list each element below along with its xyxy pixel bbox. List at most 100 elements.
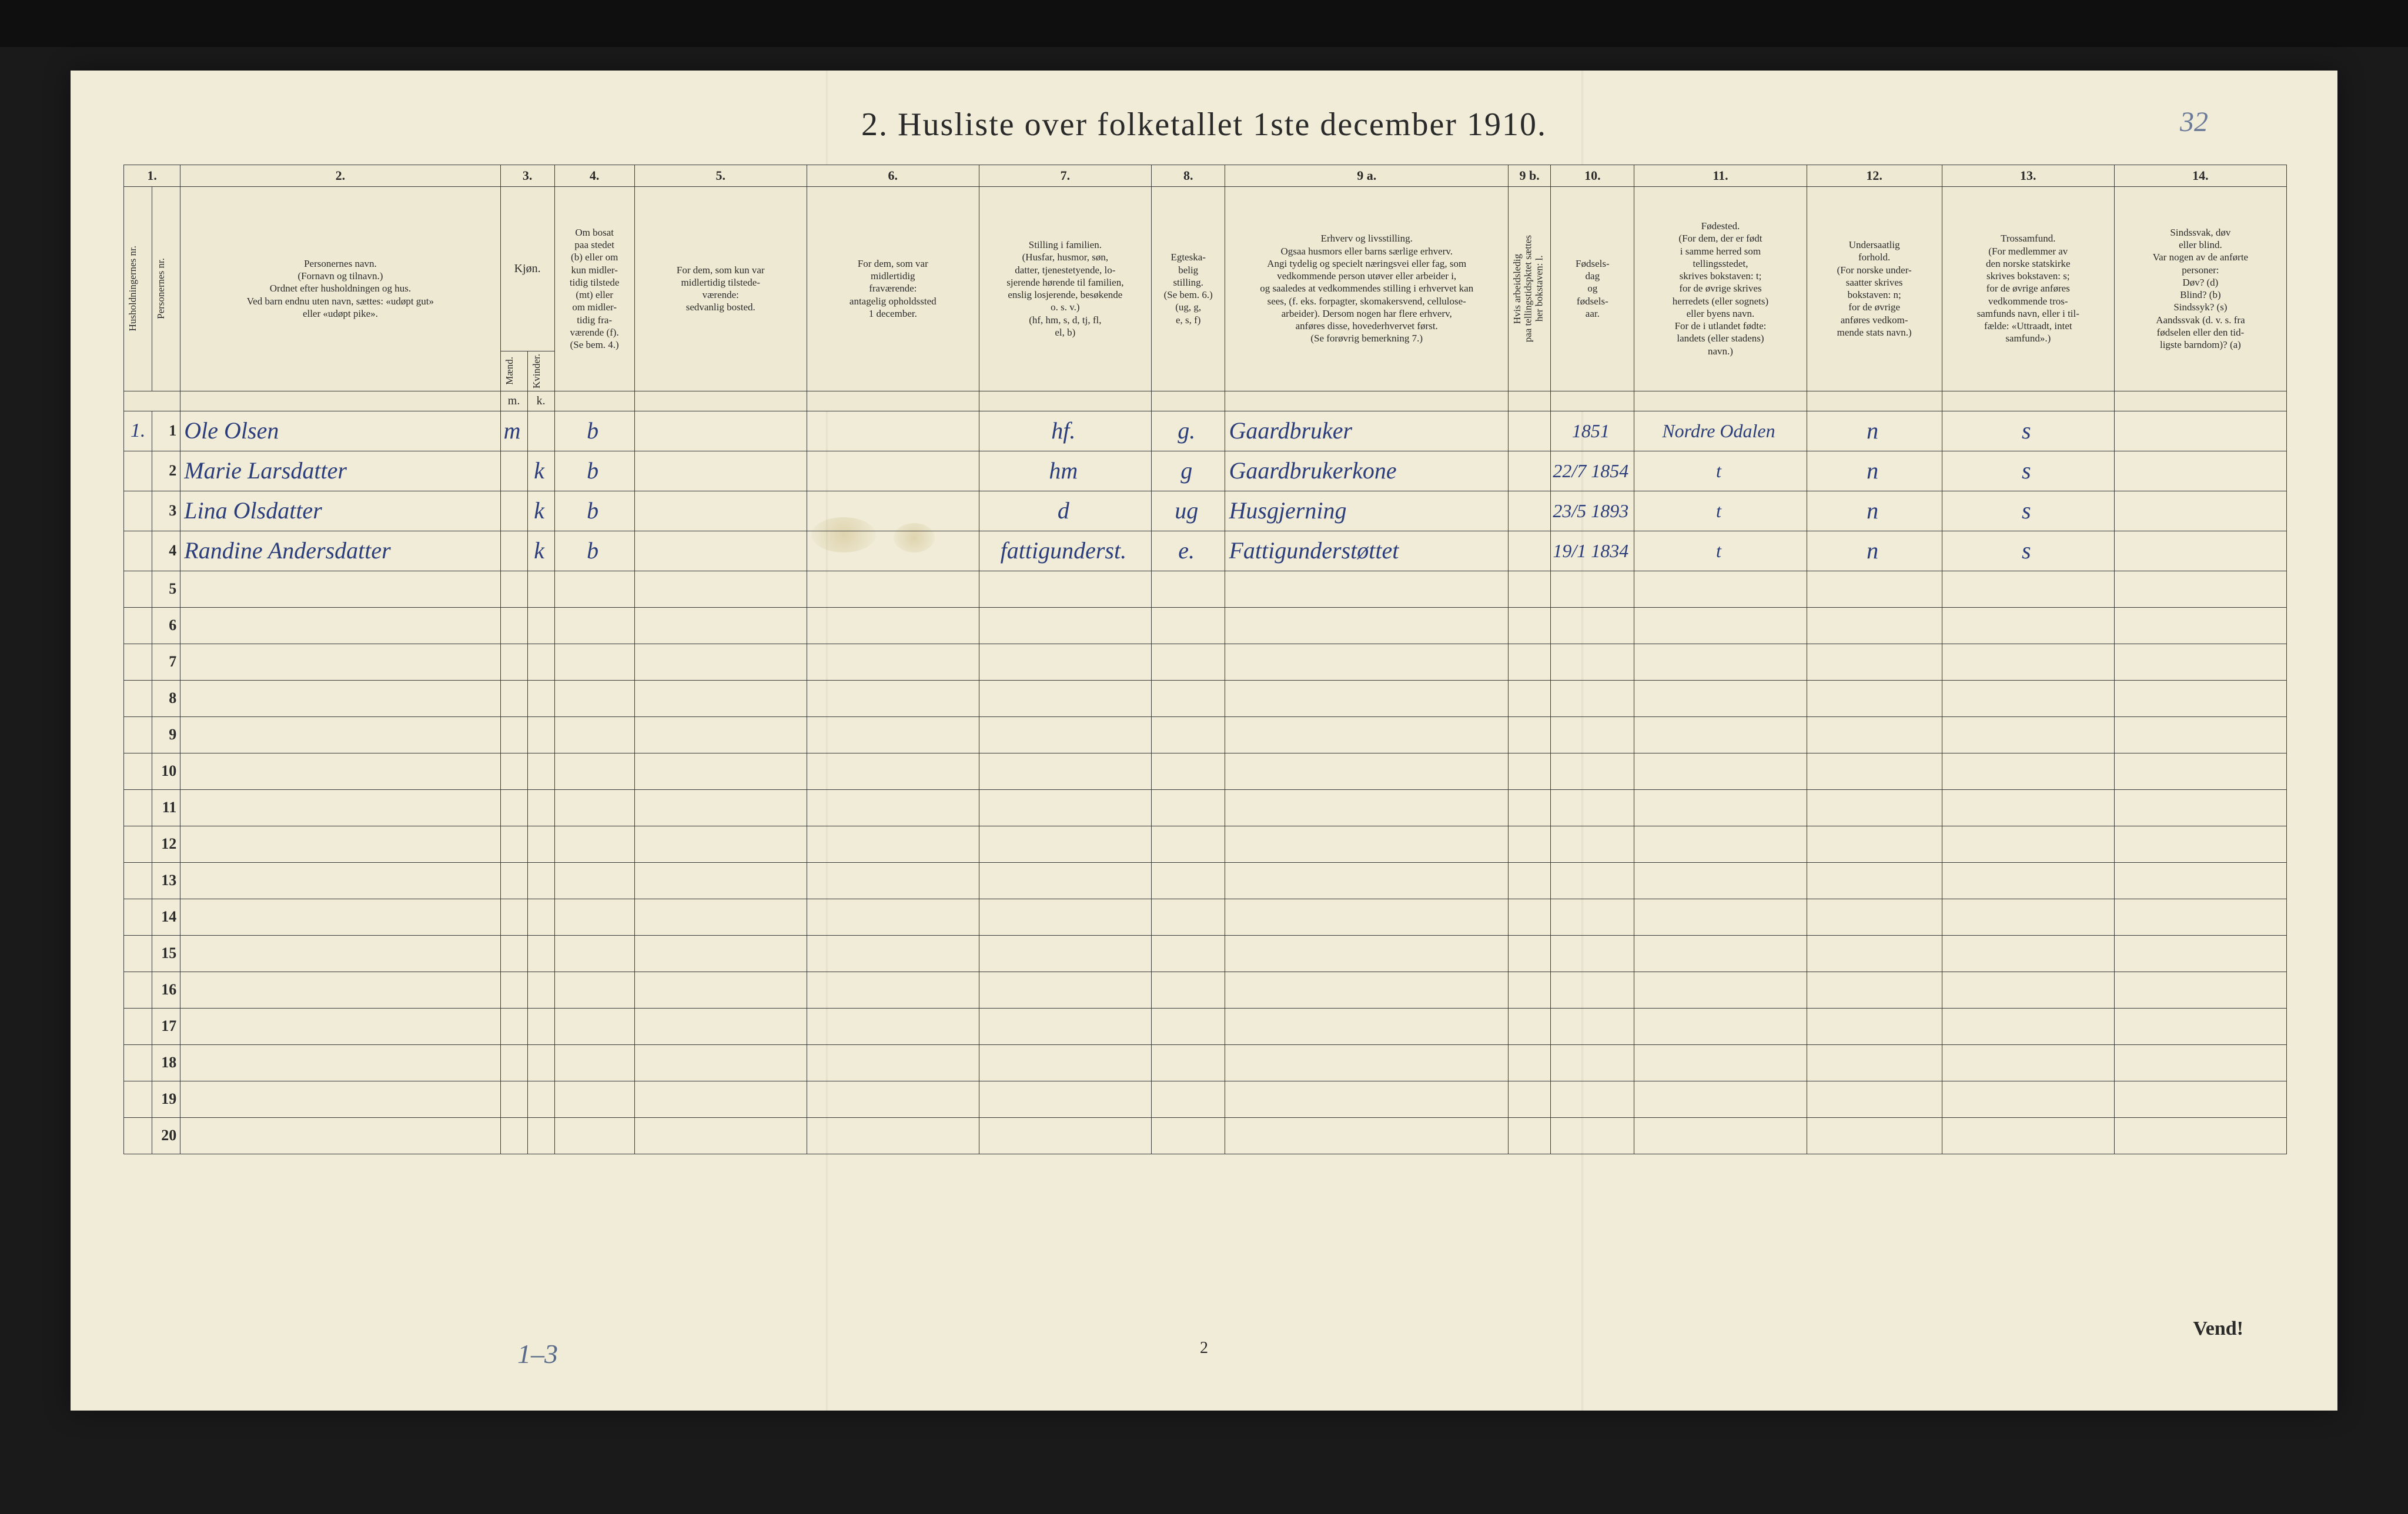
- cell-blank: [1634, 1117, 1807, 1154]
- cell-blank: [180, 607, 500, 644]
- cell-blank: [1634, 571, 1807, 607]
- cell-person-nr: 11: [152, 789, 180, 826]
- cell-erhverv: Fattigunderstøttet: [1225, 531, 1508, 571]
- cell-blank: [180, 789, 500, 826]
- cell-blank: [1151, 899, 1225, 935]
- cell-blank: [527, 862, 554, 899]
- cell-blank: [1634, 753, 1807, 789]
- cell-blank: [1225, 1081, 1508, 1117]
- cell-blank: [1807, 826, 1942, 862]
- col-number: 7.: [979, 165, 1151, 187]
- cell-blank: [1151, 789, 1225, 826]
- cell-blank: [2114, 972, 2286, 1008]
- cell-blank: [554, 826, 634, 862]
- cell-blank: [1151, 571, 1225, 607]
- cell-blank: [1551, 1044, 1634, 1081]
- cell-blank: [1508, 789, 1550, 826]
- cell-blank: [807, 1008, 979, 1044]
- cell-arbeidsledig: [1508, 531, 1550, 571]
- cell-blank: [1551, 789, 1634, 826]
- cell-blank: [979, 1008, 1151, 1044]
- cell-blank: [1551, 862, 1634, 899]
- cell-blank: [979, 644, 1151, 680]
- cell-blank: [807, 972, 979, 1008]
- cell-blank: [1151, 644, 1225, 680]
- cell-hh-nr: [124, 680, 152, 716]
- cell-blank: [634, 607, 807, 644]
- cell-blank: [1634, 826, 1807, 862]
- cell-blank: [1942, 753, 2114, 789]
- cell-blank: [1807, 716, 1942, 753]
- cell-erhverv: Husgjerning: [1225, 491, 1508, 531]
- cell-blank: [1225, 1117, 1508, 1154]
- cell-tros: s: [1942, 531, 2114, 571]
- cell-hh-nr: [124, 716, 152, 753]
- cell-egteskab: e.: [1151, 531, 1225, 571]
- header-kjon: Kjøn.: [500, 186, 554, 351]
- cell-sex-m: [500, 531, 527, 571]
- cell-blank: [807, 680, 979, 716]
- cell-blank: [554, 899, 634, 935]
- header-mk-m: m.: [500, 391, 527, 411]
- cell-hh-nr: [124, 899, 152, 935]
- cell-blank: [2114, 644, 2286, 680]
- cell-blank: [634, 862, 807, 899]
- cell-person-nr: 17: [152, 1008, 180, 1044]
- cell-blank: [500, 680, 527, 716]
- cell-blank: [979, 1081, 1151, 1117]
- cell-blank: [634, 716, 807, 753]
- cell-blank: [1807, 1044, 1942, 1081]
- cell-blank: [180, 571, 500, 607]
- header-sindssvak: Sindssvak, døv eller blind. Var nogen av…: [2114, 186, 2286, 391]
- cell-hh-nr: [124, 491, 152, 531]
- cell-blank: [1151, 1117, 1225, 1154]
- cell-blank: [1151, 826, 1225, 862]
- cell-fodsel: 22/7 1854: [1551, 451, 1634, 491]
- cell-blank: [180, 935, 500, 972]
- table-header: 1. 2. 3. 4. 5. 6. 7. 8. 9 a. 9 b. 10. 11…: [124, 165, 2287, 411]
- cell-hh-nr: [124, 1117, 152, 1154]
- cell-blank: [500, 899, 527, 935]
- corner-page-annotation: 32: [2180, 106, 2208, 138]
- cell-person-nr: 8: [152, 680, 180, 716]
- table-row: 19: [124, 1081, 2287, 1117]
- cell-person-nr: 12: [152, 826, 180, 862]
- cell-blank: [500, 607, 527, 644]
- header-text: Mænd.: [504, 357, 516, 385]
- cell-stilling: hf.: [979, 411, 1151, 451]
- table-row: 3Lina OlsdatterkbdugHusgjerning23/5 1893…: [124, 491, 2287, 531]
- col-number: 12.: [1807, 165, 1942, 187]
- header-text: Hvis arbeidsledig paa tellingstidspktet …: [1512, 235, 1545, 342]
- cell-hh-nr: [124, 531, 152, 571]
- cell-blank: [1807, 1008, 1942, 1044]
- cell-blank: [180, 972, 500, 1008]
- cell-hh-nr: [124, 644, 152, 680]
- cell-sex-m: m: [500, 411, 527, 451]
- cell-blank: [527, 972, 554, 1008]
- cell-blank: [180, 862, 500, 899]
- cell-blank: [1551, 680, 1634, 716]
- cell-blank: [527, 644, 554, 680]
- cell-person-nr: 13: [152, 862, 180, 899]
- col-number: 13.: [1942, 165, 2114, 187]
- header-spacer: [2114, 391, 2286, 411]
- cell-sinds: [2114, 491, 2286, 531]
- cell-blank: [1942, 680, 2114, 716]
- cell-person-nr: 7: [152, 644, 180, 680]
- cell-blank: [554, 935, 634, 972]
- cell-blank: [1807, 607, 1942, 644]
- header-spacer: [1551, 391, 1634, 411]
- cell-c6: [807, 451, 979, 491]
- cell-blank: [979, 935, 1151, 972]
- cell-blank: [1807, 1081, 1942, 1117]
- cell-blank: [807, 644, 979, 680]
- header-trossamfund: Trossamfund. (For medlemmer av den norsk…: [1942, 186, 2114, 391]
- cell-blank: [979, 899, 1151, 935]
- cell-blank: [634, 826, 807, 862]
- cell-blank: [180, 899, 500, 935]
- table-row: 11: [124, 789, 2287, 826]
- cell-stilling: hm: [979, 451, 1151, 491]
- cell-blank: [807, 899, 979, 935]
- cell-blank: [1634, 1044, 1807, 1081]
- cell-undersaat: n: [1807, 531, 1942, 571]
